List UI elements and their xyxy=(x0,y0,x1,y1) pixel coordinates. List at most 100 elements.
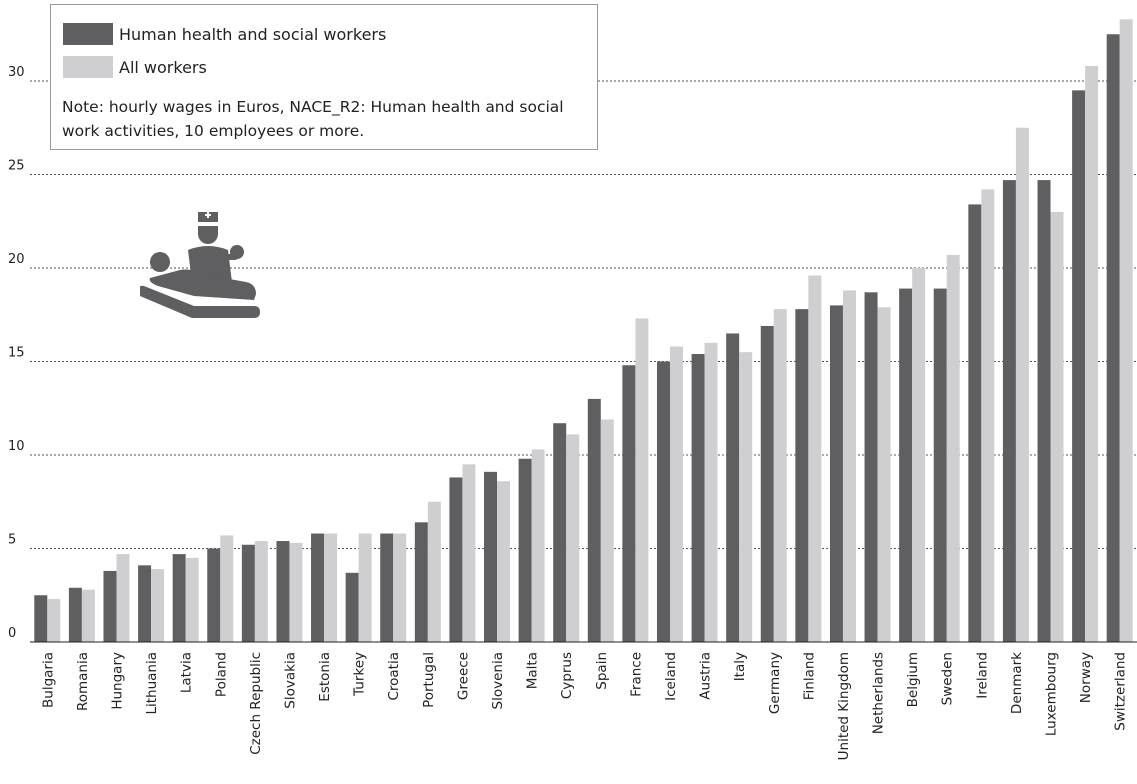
bar-all-denmark xyxy=(1015,127,1029,642)
bar-health-belgium xyxy=(899,288,913,642)
x-category-label: United Kingdom xyxy=(836,652,852,760)
bar-health-portugal xyxy=(414,522,428,642)
bar-all-italy xyxy=(739,352,753,642)
x-category-label: Portugal xyxy=(421,652,437,708)
bar-health-germany xyxy=(760,325,774,642)
x-category-label: Estonia xyxy=(317,652,333,702)
x-category-label: Spain xyxy=(594,652,610,690)
bar-health-lithuania xyxy=(138,565,152,642)
bar-all-croatia xyxy=(393,533,407,642)
legend-swatch-all xyxy=(63,56,113,78)
bar-health-sweden xyxy=(933,288,947,642)
bar-all-france xyxy=(635,318,649,642)
bar-health-austria xyxy=(691,354,705,642)
legend-swatch-health xyxy=(63,23,113,45)
x-category-label: Lithuania xyxy=(144,652,160,715)
bar-health-poland xyxy=(207,548,221,642)
bar-health-ireland xyxy=(968,204,982,643)
bar-all-cyprus xyxy=(566,434,580,642)
bar-all-hungary xyxy=(116,554,130,642)
bar-health-czech-republic xyxy=(241,544,255,642)
x-category-label: Croatia xyxy=(386,652,402,701)
bar-all-netherlands xyxy=(877,307,891,642)
bar-health-bulgaria xyxy=(34,595,48,642)
bar-all-switzerland xyxy=(1119,19,1133,643)
x-category-label: Latvia xyxy=(179,652,195,693)
y-tick-label: 15 xyxy=(8,346,25,361)
bar-health-spain xyxy=(587,398,601,642)
x-category-label: Switzerland xyxy=(1113,652,1129,731)
bar-health-luxembourg xyxy=(1037,180,1051,643)
bar-all-iceland xyxy=(669,346,683,642)
y-tick-label: 5 xyxy=(8,533,16,548)
bar-health-denmark xyxy=(1002,180,1016,643)
bar-health-hungary xyxy=(103,570,117,642)
bar-health-switzerland xyxy=(1106,34,1120,642)
x-category-label: Poland xyxy=(213,652,229,697)
bar-health-cyprus xyxy=(553,423,567,642)
bar-all-portugal xyxy=(427,501,441,642)
x-category-label: Czech Republic xyxy=(248,652,264,755)
bars xyxy=(34,19,1133,643)
bar-health-malta xyxy=(518,458,532,642)
x-category-label: Belgium xyxy=(905,652,921,707)
x-category-label: Malta xyxy=(525,652,541,689)
x-category-label: Greece xyxy=(455,652,471,700)
x-category-label: France xyxy=(628,652,644,697)
legend-item-health: Human health and social workers xyxy=(63,22,386,46)
bar-all-malta xyxy=(531,449,545,642)
bar-all-ireland xyxy=(981,189,995,642)
legend-label-health: Human health and social workers xyxy=(119,24,387,44)
x-category-label: Slovakia xyxy=(282,652,298,709)
bar-all-sweden xyxy=(946,254,960,642)
y-tick-label: 10 xyxy=(8,439,25,454)
bar-health-romania xyxy=(68,587,82,642)
bar-all-bulgaria xyxy=(47,598,61,642)
bar-all-slovakia xyxy=(289,542,303,642)
bar-health-turkey xyxy=(345,572,359,642)
bar-all-spain xyxy=(600,419,614,642)
bar-all-romania xyxy=(81,589,95,642)
x-category-label: Iceland xyxy=(663,652,679,701)
bar-all-norway xyxy=(1085,66,1099,643)
y-tick-label: 20 xyxy=(8,252,25,267)
x-category-label: Slovenia xyxy=(490,652,506,709)
bar-health-estonia xyxy=(311,533,325,642)
x-axis-categories: Bulgaria Romania Hungary Lithuania Latvia Pol… xyxy=(40,652,1128,761)
legend-note: Note: hourly wages in Euros, NACE_R2: Hu… xyxy=(62,98,564,140)
x-category-label: Ireland xyxy=(974,652,990,699)
bar-health-latvia xyxy=(172,554,186,642)
y-tick-label: 0 xyxy=(8,626,16,641)
bar-all-united-kingdom xyxy=(842,290,856,642)
bar-all-latvia xyxy=(185,557,199,642)
bar-all-lithuania xyxy=(151,569,165,642)
x-category-label: Sweden xyxy=(940,652,956,705)
bar-health-slovenia xyxy=(484,471,498,642)
bar-all-germany xyxy=(773,309,787,642)
nurse-caring-for-patient-icon xyxy=(140,212,260,318)
bar-all-greece xyxy=(462,464,476,642)
bar-health-norway xyxy=(1072,90,1086,643)
legend: Human health and social workers All work… xyxy=(50,4,598,150)
bar-all-turkey xyxy=(358,533,372,642)
x-category-label: Germany xyxy=(767,652,783,714)
x-category-label: Hungary xyxy=(109,652,125,710)
x-category-label: Romania xyxy=(75,652,91,711)
x-category-label: Italy xyxy=(732,652,748,681)
bar-all-belgium xyxy=(912,268,926,642)
bar-health-netherlands xyxy=(864,292,878,642)
x-category-label: Austria xyxy=(698,652,714,700)
bar-health-croatia xyxy=(380,533,394,642)
bar-health-greece xyxy=(449,477,463,642)
y-tick-label: 30 xyxy=(8,65,25,80)
x-category-label: Denmark xyxy=(1009,652,1025,714)
bar-health-iceland xyxy=(656,361,670,642)
legend-item-all: All workers xyxy=(63,55,207,79)
bar-all-slovenia xyxy=(497,481,511,642)
bar-health-slovakia xyxy=(276,541,290,642)
bar-all-estonia xyxy=(324,533,338,642)
bar-health-finland xyxy=(795,309,809,642)
x-category-label: Bulgaria xyxy=(40,652,56,708)
bar-health-united-kingdom xyxy=(829,305,843,642)
